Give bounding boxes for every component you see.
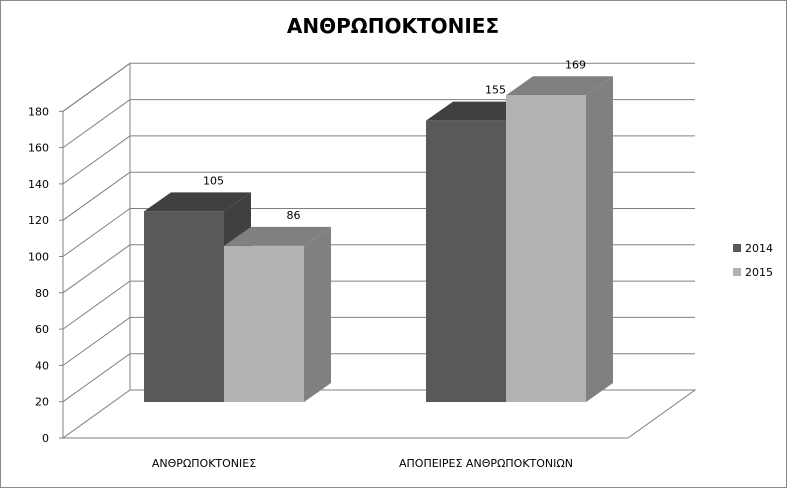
bars [144, 76, 613, 403]
bar-top [224, 226, 331, 246]
bar-front [426, 120, 506, 403]
legend-label: 2015 [745, 266, 773, 279]
x-tick-label: ΑΠΟΠΕΙΡΕΣ ΑΝΘΡΩΠΟΚΤΟΝΙΩΝ [399, 457, 573, 470]
y-tick-label: 160 [28, 142, 49, 155]
y-tick-label: 60 [35, 323, 49, 336]
data-labels: 105 86 155 169 [203, 58, 586, 222]
legend-label: 2014 [745, 242, 773, 255]
y-tick-label: 80 [35, 287, 49, 300]
legend-swatch [733, 244, 741, 252]
y-tick-label: 140 [28, 178, 49, 191]
data-label: 105 [203, 174, 224, 187]
bar-side [586, 76, 613, 402]
side-wall [62, 62, 131, 439]
y-tick-label: 120 [28, 214, 49, 227]
bar-top [506, 76, 613, 96]
bar-front [144, 211, 224, 402]
data-label: 169 [565, 58, 586, 71]
bar-top [144, 192, 251, 212]
chart-title: ΑΝΘΡΩΠΟΚΤΟΝΙΕΣ [287, 14, 499, 38]
legend: 2014 2015 [733, 242, 773, 279]
legend-swatch [733, 268, 741, 276]
y-tick-label: 0 [42, 432, 49, 445]
y-axis: 0 20 40 60 80 100 120 140 160 180 [28, 105, 64, 445]
bar-side [304, 226, 331, 402]
x-tick-label: ΑΝΘΡΩΠΟΚΤΟΝΙΕΣ [152, 457, 256, 470]
y-tick-label: 40 [35, 359, 49, 372]
bar-front [224, 245, 304, 402]
data-label: 86 [287, 209, 301, 222]
y-tick-label: 100 [28, 251, 49, 264]
gridline [62, 62, 695, 112]
x-axis: ΑΝΘΡΩΠΟΚΤΟΝΙΕΣ ΑΠΟΠΕΙΡΕΣ ΑΝΘΡΩΠΟΚΤΟΝΙΩΝ [152, 457, 573, 470]
bar-front [506, 95, 586, 402]
y-tick-label: 20 [35, 396, 49, 409]
data-label: 155 [485, 84, 506, 97]
y-tick-label: 180 [28, 105, 49, 118]
